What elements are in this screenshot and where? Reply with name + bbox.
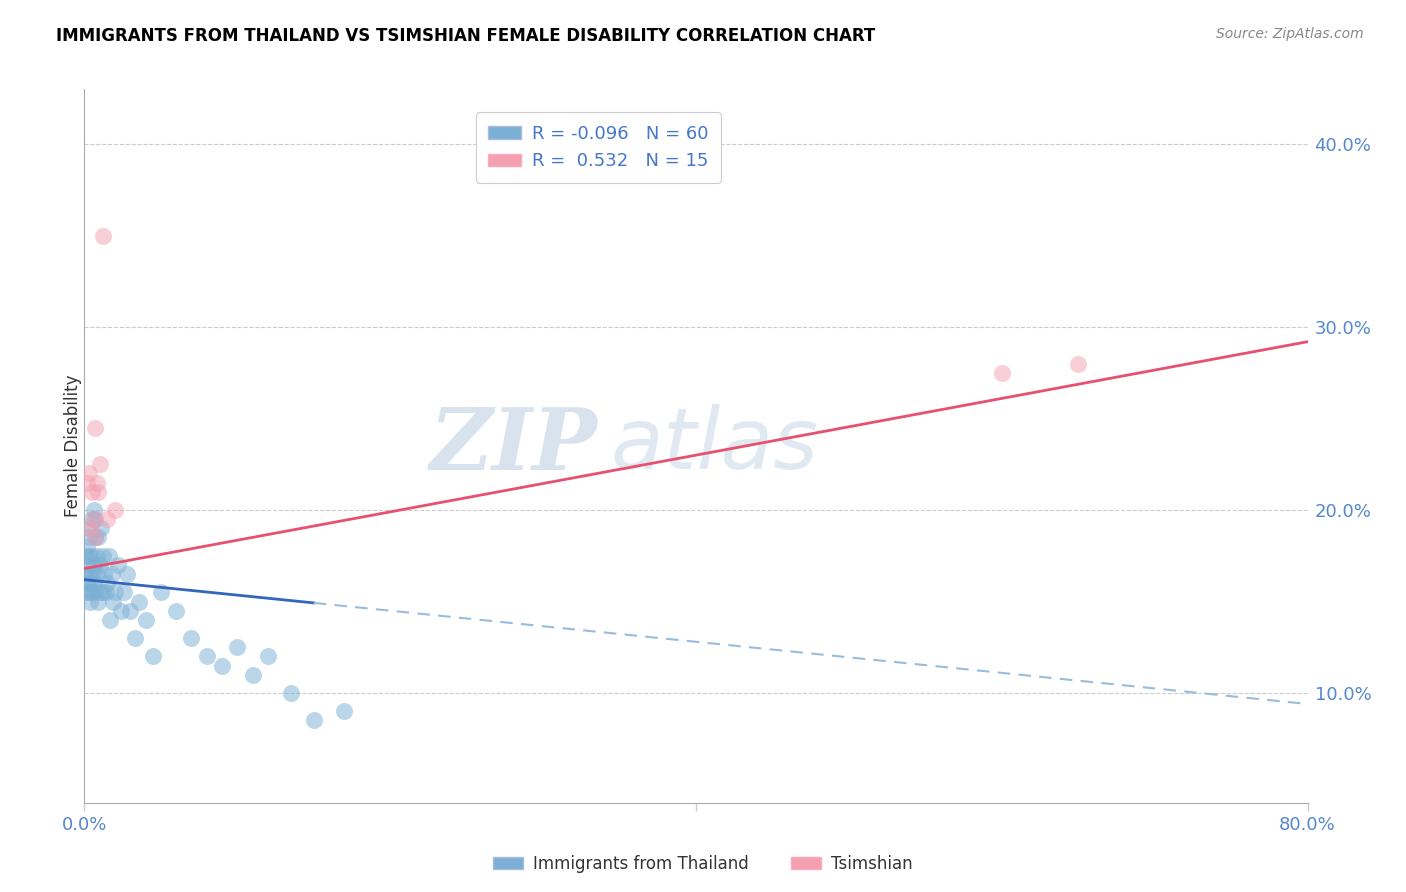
Point	[120, 604, 142, 618]
Point	[80, 549, 103, 563]
Point	[80, 585, 103, 599]
Point	[89, 585, 111, 599]
Point	[84, 420, 107, 434]
Point	[242, 667, 264, 681]
Point	[87, 531, 110, 545]
Point	[89, 558, 111, 572]
Point	[302, 714, 325, 728]
Point	[84, 531, 107, 545]
Point	[80, 512, 103, 526]
Point	[79, 576, 101, 591]
Point	[124, 631, 146, 645]
Point	[75, 567, 97, 582]
Point	[991, 366, 1014, 380]
Point	[180, 631, 202, 645]
Point	[77, 467, 100, 481]
Point	[79, 521, 101, 535]
Point	[90, 521, 112, 535]
Point	[80, 484, 103, 499]
Point	[83, 576, 105, 591]
Point	[91, 549, 114, 563]
Point	[75, 585, 97, 599]
Point	[80, 567, 103, 582]
Point	[86, 475, 108, 490]
Point	[226, 640, 249, 655]
Point	[1067, 357, 1090, 371]
Point	[110, 604, 132, 618]
Point	[94, 585, 117, 599]
Point	[89, 458, 111, 472]
Text: atlas: atlas	[610, 404, 818, 488]
Point	[104, 503, 127, 517]
Point	[84, 585, 107, 599]
Point	[195, 649, 218, 664]
Point	[104, 585, 127, 599]
Point	[87, 594, 110, 608]
Point	[86, 567, 108, 582]
Point	[86, 549, 108, 563]
Point	[83, 503, 105, 517]
Point	[79, 594, 101, 608]
Point	[83, 512, 105, 526]
Point	[76, 475, 98, 490]
Text: IMMIGRANTS FROM THAILAND VS TSIMSHIAN FEMALE DISABILITY CORRELATION CHART: IMMIGRANTS FROM THAILAND VS TSIMSHIAN FE…	[56, 27, 876, 45]
Point	[76, 540, 98, 554]
Legend: Immigrants from Thailand, Tsimshian: Immigrants from Thailand, Tsimshian	[486, 848, 920, 880]
Point	[96, 576, 118, 591]
Text: ZIP: ZIP	[430, 404, 598, 488]
Point	[149, 585, 172, 599]
Point	[75, 549, 97, 563]
Point	[77, 585, 100, 599]
Point	[107, 558, 129, 572]
Point	[135, 613, 157, 627]
Point	[97, 549, 120, 563]
Point	[84, 512, 107, 526]
Point	[101, 567, 124, 582]
Point	[77, 567, 100, 582]
Point	[77, 549, 100, 563]
Point	[93, 567, 115, 582]
Point	[83, 558, 105, 572]
Point	[115, 567, 138, 582]
Point	[79, 521, 101, 535]
Point	[76, 576, 98, 591]
Point	[128, 594, 150, 608]
Text: Source: ZipAtlas.com: Source: ZipAtlas.com	[1216, 27, 1364, 41]
Point	[280, 686, 302, 700]
Point	[84, 531, 107, 545]
Point	[142, 649, 165, 664]
Point	[211, 658, 233, 673]
Point	[257, 649, 280, 664]
Y-axis label: Female Disability: Female Disability	[65, 375, 82, 517]
Legend: R = -0.096   N = 60, R =  0.532   N = 15: R = -0.096 N = 60, R = 0.532 N = 15	[475, 112, 721, 183]
Point	[87, 484, 110, 499]
Point	[98, 613, 121, 627]
Point	[91, 585, 114, 599]
Point	[333, 704, 356, 718]
Point	[96, 512, 118, 526]
Point	[165, 604, 187, 618]
Point	[103, 594, 125, 608]
Point	[112, 585, 135, 599]
Point	[77, 531, 100, 545]
Point	[76, 558, 98, 572]
Point	[91, 228, 114, 243]
